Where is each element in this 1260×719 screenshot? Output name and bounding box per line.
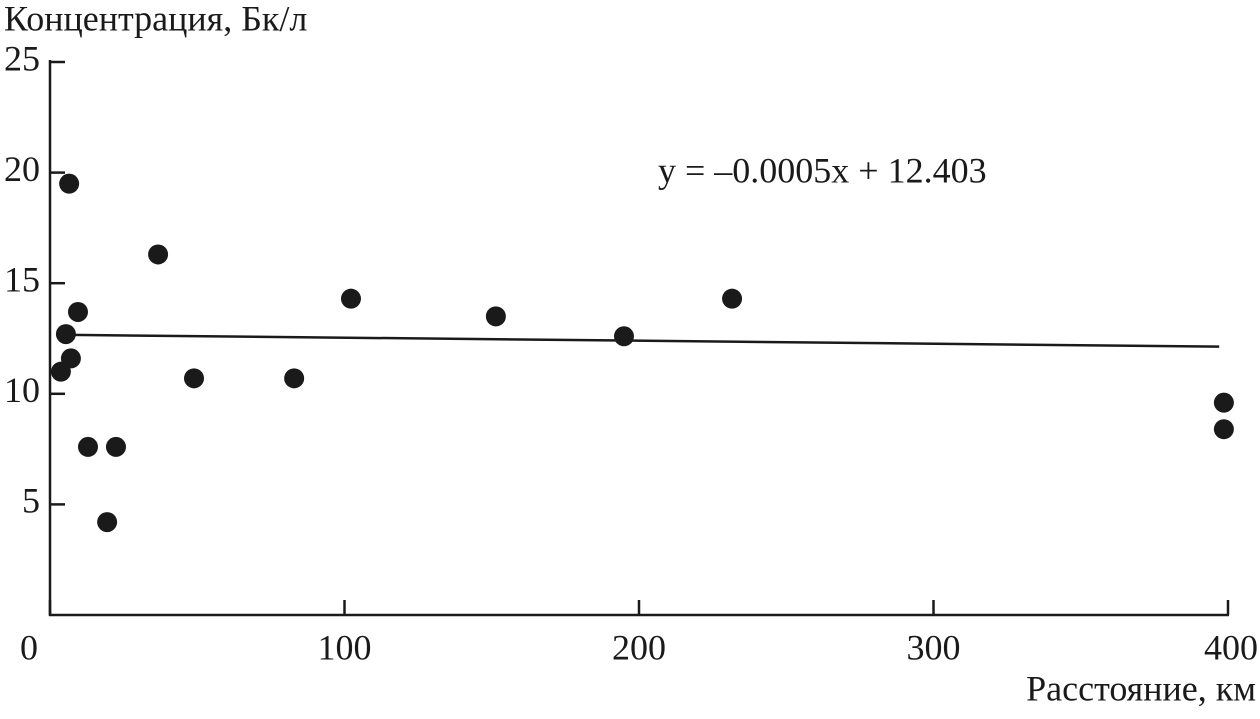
point xyxy=(67,301,88,322)
x-tick-label: 200 xyxy=(612,627,666,667)
y-axis-label: Концентрация, Бк/л xyxy=(4,0,307,38)
y-tick-label: 15 xyxy=(4,259,40,299)
point xyxy=(485,306,506,327)
point xyxy=(60,348,81,369)
trend-equation: y = –0.0005x + 12.403 xyxy=(658,150,987,190)
point xyxy=(97,512,118,533)
point xyxy=(105,436,126,457)
point xyxy=(340,288,361,309)
point xyxy=(284,368,305,389)
x-tick-label: 0 xyxy=(20,627,38,667)
point xyxy=(77,436,98,457)
trend-line xyxy=(58,333,1220,348)
point xyxy=(59,173,80,194)
point xyxy=(1213,419,1234,440)
x-axis-label: Расстояние, км xyxy=(1026,668,1256,708)
y-tick-label: 25 xyxy=(4,38,40,78)
point xyxy=(184,368,205,389)
y-tick-label: 5 xyxy=(22,481,40,521)
y-tick-label: 10 xyxy=(4,370,40,410)
point xyxy=(613,326,634,347)
x-tick-label: 300 xyxy=(907,627,961,667)
point xyxy=(722,288,743,309)
x-tick-label: 400 xyxy=(1204,627,1258,667)
point xyxy=(55,324,76,345)
point xyxy=(1213,392,1234,413)
y-tick-label: 20 xyxy=(4,149,40,189)
point xyxy=(148,244,169,265)
x-tick-label: 100 xyxy=(318,627,372,667)
